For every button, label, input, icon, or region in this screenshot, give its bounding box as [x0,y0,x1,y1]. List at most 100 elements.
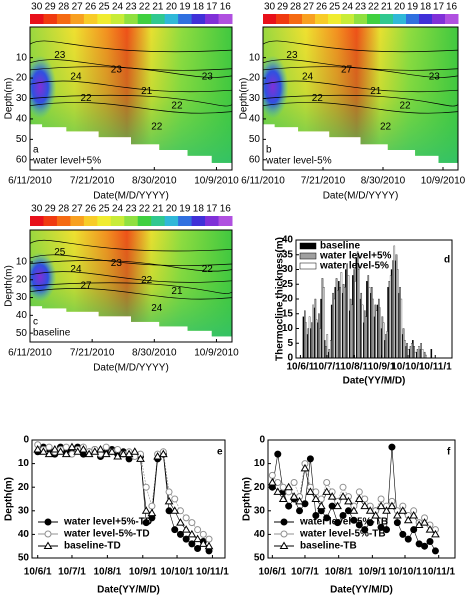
colorbar-cell [289,14,303,24]
contour-label: 22 [380,122,392,133]
bar [379,307,381,359]
panel-axes: 10 20 30 40 50 60 6/11/2010 7/21/2010 8/30/2010 1… [239,26,466,202]
marker [113,452,123,460]
y-tick-label: 40 [282,235,294,246]
y-tick-label: 10 [254,458,266,469]
marker [153,452,162,460]
bar [308,316,311,359]
colorbar-cell [406,14,420,24]
marker [404,535,412,543]
contour-label: 23 [202,72,214,83]
x-tick-label: 10/9/1 [129,567,157,578]
bar [413,346,415,359]
marker [147,508,157,517]
marker [333,501,342,510]
x-axis-title: Date(YY/M/D) [330,585,393,596]
x-tick-label: 10/7/1 [313,362,341,373]
contour-label: 23 [54,50,66,61]
contour-line [30,260,232,272]
contour-label: 22 [202,264,214,275]
x-tick-label: 6/11/2010 [8,176,52,187]
contour-line [30,288,232,300]
marker [300,463,310,472]
colorbar-cell [137,216,152,226]
bar [404,340,406,359]
colorbar-label: 17 [206,204,218,215]
bar [416,348,419,359]
colorbar-label: 24 [342,2,354,13]
contour-label: 22 [312,93,324,104]
y-tick-label: 30 [282,264,294,275]
colorbar-cell [137,14,152,24]
colorbar-label: 27 [72,204,84,215]
colorbar-label: 30 [264,2,276,13]
colorbar-label: 20 [166,2,178,13]
colorbar-cell [110,216,125,226]
field-cold [30,252,57,302]
colorbar-cell [263,14,277,24]
marker [420,518,429,526]
bar [314,298,317,359]
colorbar-cell [393,14,407,24]
y-axis-title: Depth(m) [4,265,15,307]
marker [361,526,369,534]
x-tick-label: 10/9/1 [358,567,386,578]
colorbar-label: 20 [394,2,406,13]
colorbar-cell [328,14,342,24]
contour-label: 24 [151,303,163,314]
bar [378,298,380,359]
bar [395,254,398,359]
contour-label: 23 [429,72,441,83]
marker [73,447,83,455]
contour-label: 22 [151,122,163,133]
x-tick-label: 10/6/1 [24,567,52,578]
marker [338,492,348,500]
x-tick-label: 10/11/1 [419,362,452,373]
marker [327,492,337,500]
annotation: water level+5% [32,156,101,167]
colorbar-cell [341,14,355,24]
colorbar-cell [70,14,85,24]
bar [311,322,313,359]
marker [61,449,71,458]
marker [142,483,150,491]
bar [386,331,388,359]
marker [142,519,150,527]
colorbar-cell [164,216,179,226]
marker [181,525,191,533]
colorbar-cell [302,14,316,24]
marker [339,483,347,491]
panel-label: b [266,145,272,156]
y-tick-label: 50 [254,553,266,564]
y-tick-label: 40 [254,529,266,540]
marker [355,488,363,496]
y-tick-label: 50 [16,134,28,145]
colorbar-label: 28 [290,2,302,13]
contour-label: 22 [171,100,183,111]
bar [332,292,334,359]
colorbar-label: 23 [125,204,137,215]
colorbar-label: 26 [85,2,97,13]
marker [118,449,128,458]
marker [188,519,196,527]
colorbar-cell [56,216,71,226]
marker [295,496,304,505]
x-tick-label: 10/8/1 [93,567,121,578]
legend-label: water level-5% [319,261,389,272]
y-tick-label: 40 [249,114,261,125]
y-tick-label: 20 [282,294,294,305]
colorbar-label: 25 [99,204,111,215]
colorbar-cell [367,14,381,24]
panel-label: a [33,145,39,156]
bar [363,310,366,359]
contour-label: 22 [141,275,153,286]
marker [377,495,385,503]
bar [375,310,378,359]
marker [388,443,396,451]
marker [425,525,435,533]
marker [431,529,440,538]
bar [318,313,320,359]
marker [268,471,276,479]
marker [165,507,173,515]
colorbar-label: 17 [433,2,445,13]
